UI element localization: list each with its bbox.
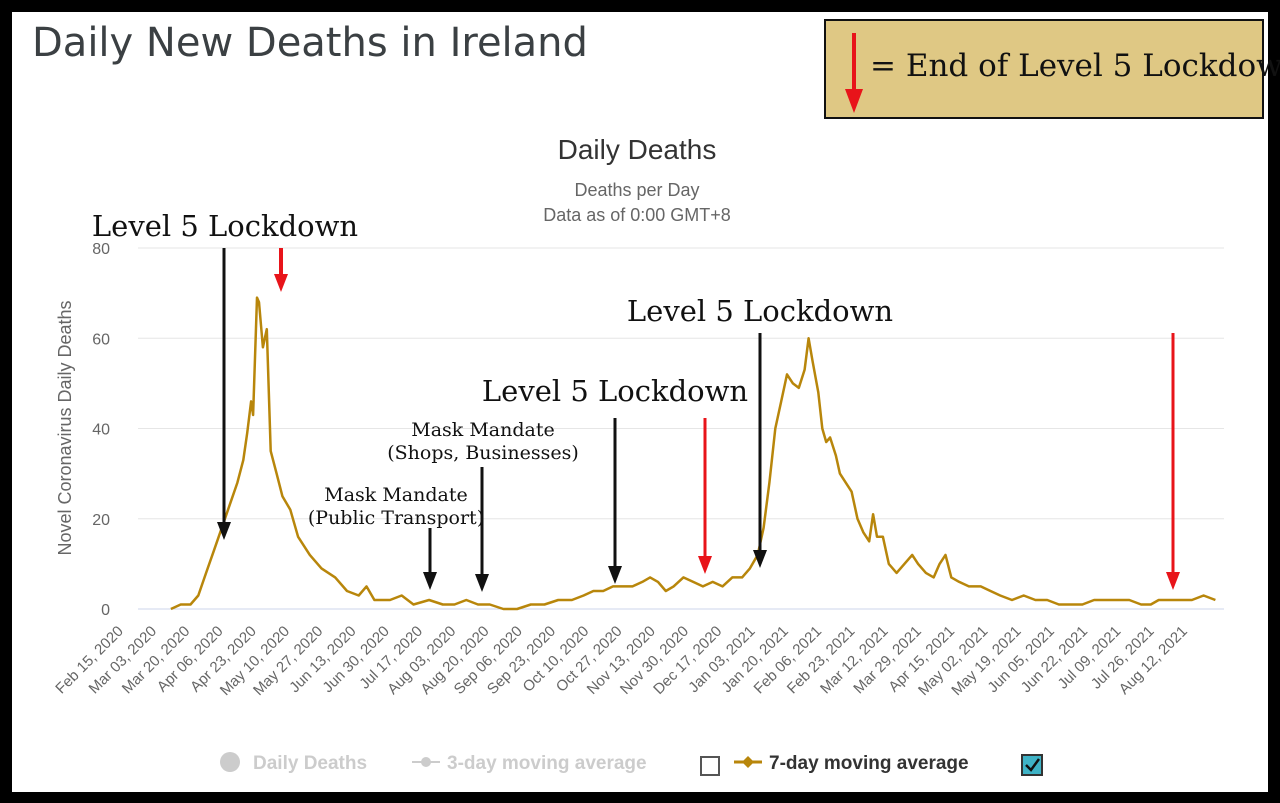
black-arrow-icon [423, 528, 437, 590]
page-title: Daily New Deaths in Ireland [32, 20, 588, 66]
legend-marker-circle-icon [220, 752, 240, 772]
red-arrow-icon [845, 33, 863, 113]
legend-label-7day: 7-day moving average [769, 753, 969, 774]
series-7day [170, 296, 1216, 611]
legend-marker-diamond-icon [742, 756, 754, 768]
y-tick-labels: 0 20 40 60 80 [92, 241, 110, 619]
chart-subtitle-2: Data as of 0:00 GMT+8 [543, 205, 731, 225]
annotations: Level 5 Lockdown Level 5 Lockdown Level 5 … [92, 209, 1180, 592]
chart-panel [12, 12, 1268, 792]
red-arrow-icon [1166, 333, 1180, 590]
y-tick-label: 40 [92, 422, 110, 439]
legend-item-3day[interactable]: 3-day moving average [412, 753, 647, 774]
chart-subtitle-1: Deaths per Day [574, 180, 699, 200]
y-tick-label: 80 [92, 241, 110, 258]
annotation-mask-label: Mask Mandate [324, 484, 467, 506]
annotation-lockdown-label: Level 5 Lockdown [482, 374, 748, 408]
legend-marker-dot-icon [421, 757, 431, 767]
annotation-lockdown-label: Level 5 Lockdown [92, 209, 358, 243]
annotation-legend-box: = End of Level 5 Lockdown [824, 19, 1280, 119]
chart-title: Daily Deaths [558, 134, 717, 165]
legend-item-daily-deaths[interactable]: Daily Deaths [220, 752, 367, 774]
red-arrow-icon [274, 248, 288, 292]
annotation-mask-label: (Public Transport) [308, 507, 484, 529]
black-arrow-icon [475, 467, 489, 592]
legend-box-text: = End of Level 5 Lockdown [870, 48, 1280, 84]
annotation-mask-label: (Shops, Businesses) [387, 442, 579, 464]
checkbox-3day[interactable] [700, 756, 720, 776]
annotation-lockdown-label: Level 5 Lockdown [627, 294, 893, 328]
legend-label-daily-deaths: Daily Deaths [253, 753, 367, 774]
y-axis-label: Novel Coronavirus Daily Deaths [55, 300, 75, 555]
checkbox-7day[interactable] [1021, 754, 1043, 776]
red-arrow-icon [698, 418, 712, 574]
checkbox-box [1021, 754, 1043, 776]
black-arrow-icon [608, 418, 622, 584]
checkmark-icon [1025, 758, 1041, 772]
grid-lines [138, 247, 1224, 610]
annotation-mask-label: Mask Mandate [411, 419, 554, 441]
legend-item-7day[interactable]: 7-day moving average [734, 753, 969, 774]
y-tick-label: 60 [92, 331, 110, 348]
legend-label-3day: 3-day moving average [447, 753, 647, 774]
y-tick-label: 20 [92, 512, 110, 529]
black-arrow-icon [753, 333, 767, 568]
black-arrow-icon [217, 248, 231, 540]
y-tick-label: 0 [101, 602, 110, 619]
series-line-7day [170, 296, 1216, 611]
